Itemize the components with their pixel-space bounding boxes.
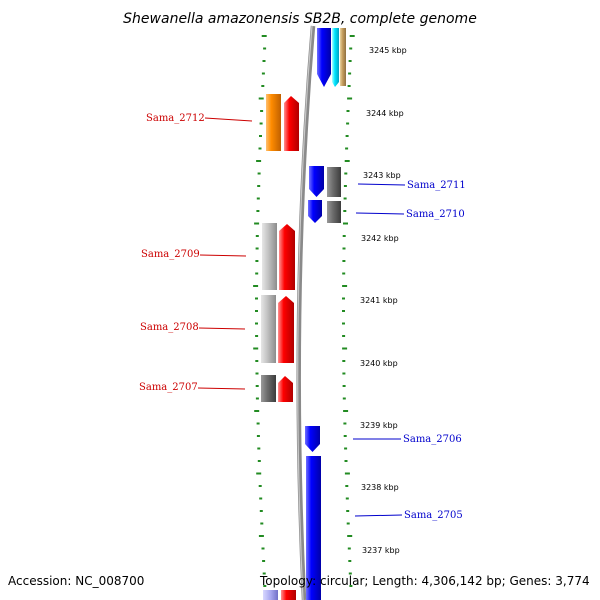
gene-feature-sama-2707 [278, 376, 293, 402]
gene-label[interactable]: Sama_2707 [139, 382, 198, 393]
topology-label: Topology: circular; Length: 4,306,142 bp… [259, 574, 590, 588]
gene-feature-sama-2706 [305, 426, 320, 452]
gene-label[interactable]: Sama_2706 [403, 434, 462, 445]
gene-feature-gray-2707 [261, 375, 276, 402]
genome-backbone-highlight [297, 25, 313, 600]
gene-feature-sama-2709 [279, 224, 295, 290]
accession-label: Accession: NC_008700 [8, 574, 144, 588]
kbp-label: 3238 kbp [361, 483, 399, 492]
gene-feature-sama-2710 [308, 200, 322, 223]
gene-label[interactable]: Sama_2712 [146, 113, 205, 124]
gene-label[interactable]: Sama_2709 [141, 249, 200, 260]
kbp-label: 3239 kbp [360, 421, 398, 430]
gene-feature-sama-2712 [284, 96, 299, 151]
gene-label[interactable]: Sama_2708 [140, 322, 199, 333]
gene-feature-top-cyan [332, 28, 339, 87]
gene-feature-top-tan [340, 28, 346, 86]
gene-feature-orange [266, 94, 281, 151]
ruler-ticks-left [253, 35, 267, 587]
gene-feature-sama-2708 [278, 296, 294, 363]
gene-label[interactable]: Sama_2705 [404, 510, 463, 521]
kbp-label: 3241 kbp [360, 296, 398, 305]
ruler-ticks-right [342, 35, 355, 587]
gene-feature-sama-2705 [306, 456, 321, 600]
gene-feature-top-blue [317, 28, 331, 87]
gene-feature-gray-2708 [261, 295, 276, 363]
kbp-label: 3242 kbp [361, 234, 399, 243]
kbp-label: 3243 kbp [363, 171, 401, 180]
kbp-scale: 3245 kbp 3244 kbp 3243 kbp 3242 kbp 3241… [360, 46, 407, 555]
gene-feature-bottom-lavender [263, 590, 278, 600]
gene-label-group-reverse: Sama_2711 Sama_2710 Sama_2706 Sama_2705 [353, 180, 466, 521]
gene-label[interactable]: Sama_2711 [407, 180, 466, 191]
kbp-label: 3244 kbp [366, 109, 404, 118]
gene-feature-gray-2710 [327, 201, 341, 223]
gene-feature-gray-2711 [327, 167, 341, 197]
gene-label[interactable]: Sama_2710 [406, 209, 465, 220]
genome-backbone [296, 25, 316, 600]
map-title: Shewanella amazonensis SB2B, complete ge… [123, 11, 477, 27]
gene-feature-gray-2709 [262, 223, 277, 290]
gene-feature-sama-2711 [309, 166, 324, 197]
kbp-label: 3245 kbp [369, 46, 407, 55]
kbp-label: 3237 kbp [362, 546, 400, 555]
gene-feature-bottom-red [281, 590, 296, 600]
gene-label-group-forward: Sama_2712 Sama_2709 Sama_2708 Sama_2707 [139, 113, 253, 393]
kbp-label: 3240 kbp [360, 359, 398, 368]
